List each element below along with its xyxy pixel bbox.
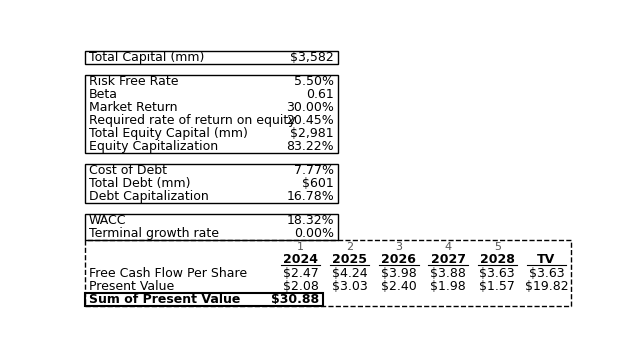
Text: $2.08: $2.08 (283, 280, 319, 293)
Text: 5.50%: 5.50% (294, 75, 334, 88)
Text: 0.00%: 0.00% (294, 227, 334, 240)
Text: 16.78%: 16.78% (286, 190, 334, 203)
Text: WACC: WACC (89, 214, 127, 227)
Text: $4.24: $4.24 (332, 267, 367, 280)
Text: $3.88: $3.88 (430, 267, 466, 280)
Text: 4: 4 (445, 242, 452, 252)
Text: 1: 1 (297, 242, 304, 252)
Text: $1.98: $1.98 (430, 280, 466, 293)
Text: Free Cash Flow Per Share: Free Cash Flow Per Share (89, 267, 247, 280)
Text: Equity Capitalization: Equity Capitalization (89, 140, 218, 153)
Text: $1.57: $1.57 (479, 280, 515, 293)
Text: Cost of Debt: Cost of Debt (89, 164, 167, 177)
Text: 20.45%: 20.45% (286, 114, 334, 127)
Text: Market Return: Market Return (89, 101, 177, 114)
Text: $30.88: $30.88 (271, 293, 319, 306)
Text: Risk Free Rate: Risk Free Rate (89, 75, 179, 88)
Text: $19.82: $19.82 (525, 280, 568, 293)
Text: $3.63: $3.63 (479, 267, 515, 280)
Text: Terminal growth rate: Terminal growth rate (89, 227, 219, 240)
Text: Required rate of return on equity: Required rate of return on equity (89, 114, 296, 127)
Text: 0.61: 0.61 (306, 88, 334, 101)
Text: 2027: 2027 (431, 253, 465, 267)
Text: $2.40: $2.40 (381, 280, 417, 293)
Text: $3.98: $3.98 (381, 267, 417, 280)
Text: 2: 2 (346, 242, 353, 252)
Text: 83.22%: 83.22% (286, 140, 334, 153)
Text: $2,981: $2,981 (291, 127, 334, 140)
Text: 2024: 2024 (283, 253, 318, 267)
Text: Debt Capitalization: Debt Capitalization (89, 190, 209, 203)
Text: Sum of Present Value: Sum of Present Value (89, 293, 240, 306)
Text: 2025: 2025 (332, 253, 367, 267)
Text: Total Debt (mm): Total Debt (mm) (89, 177, 191, 190)
Text: 18.32%: 18.32% (286, 214, 334, 227)
Text: Total Equity Capital (mm): Total Equity Capital (mm) (89, 127, 248, 140)
Text: $3,582: $3,582 (290, 51, 334, 64)
Text: $3.63: $3.63 (529, 267, 564, 280)
Text: 5: 5 (494, 242, 500, 252)
Text: 2026: 2026 (381, 253, 417, 267)
Text: TV: TV (538, 253, 556, 267)
Text: $601: $601 (302, 177, 334, 190)
Text: $2.47: $2.47 (283, 267, 318, 280)
Text: 7.77%: 7.77% (294, 164, 334, 177)
Text: Present Value: Present Value (89, 280, 174, 293)
Text: Total Capital (mm): Total Capital (mm) (89, 51, 204, 64)
Text: 2028: 2028 (480, 253, 515, 267)
Text: 3: 3 (396, 242, 403, 252)
Text: Beta: Beta (89, 88, 118, 101)
Text: $3.03: $3.03 (332, 280, 367, 293)
Text: 30.00%: 30.00% (286, 101, 334, 114)
